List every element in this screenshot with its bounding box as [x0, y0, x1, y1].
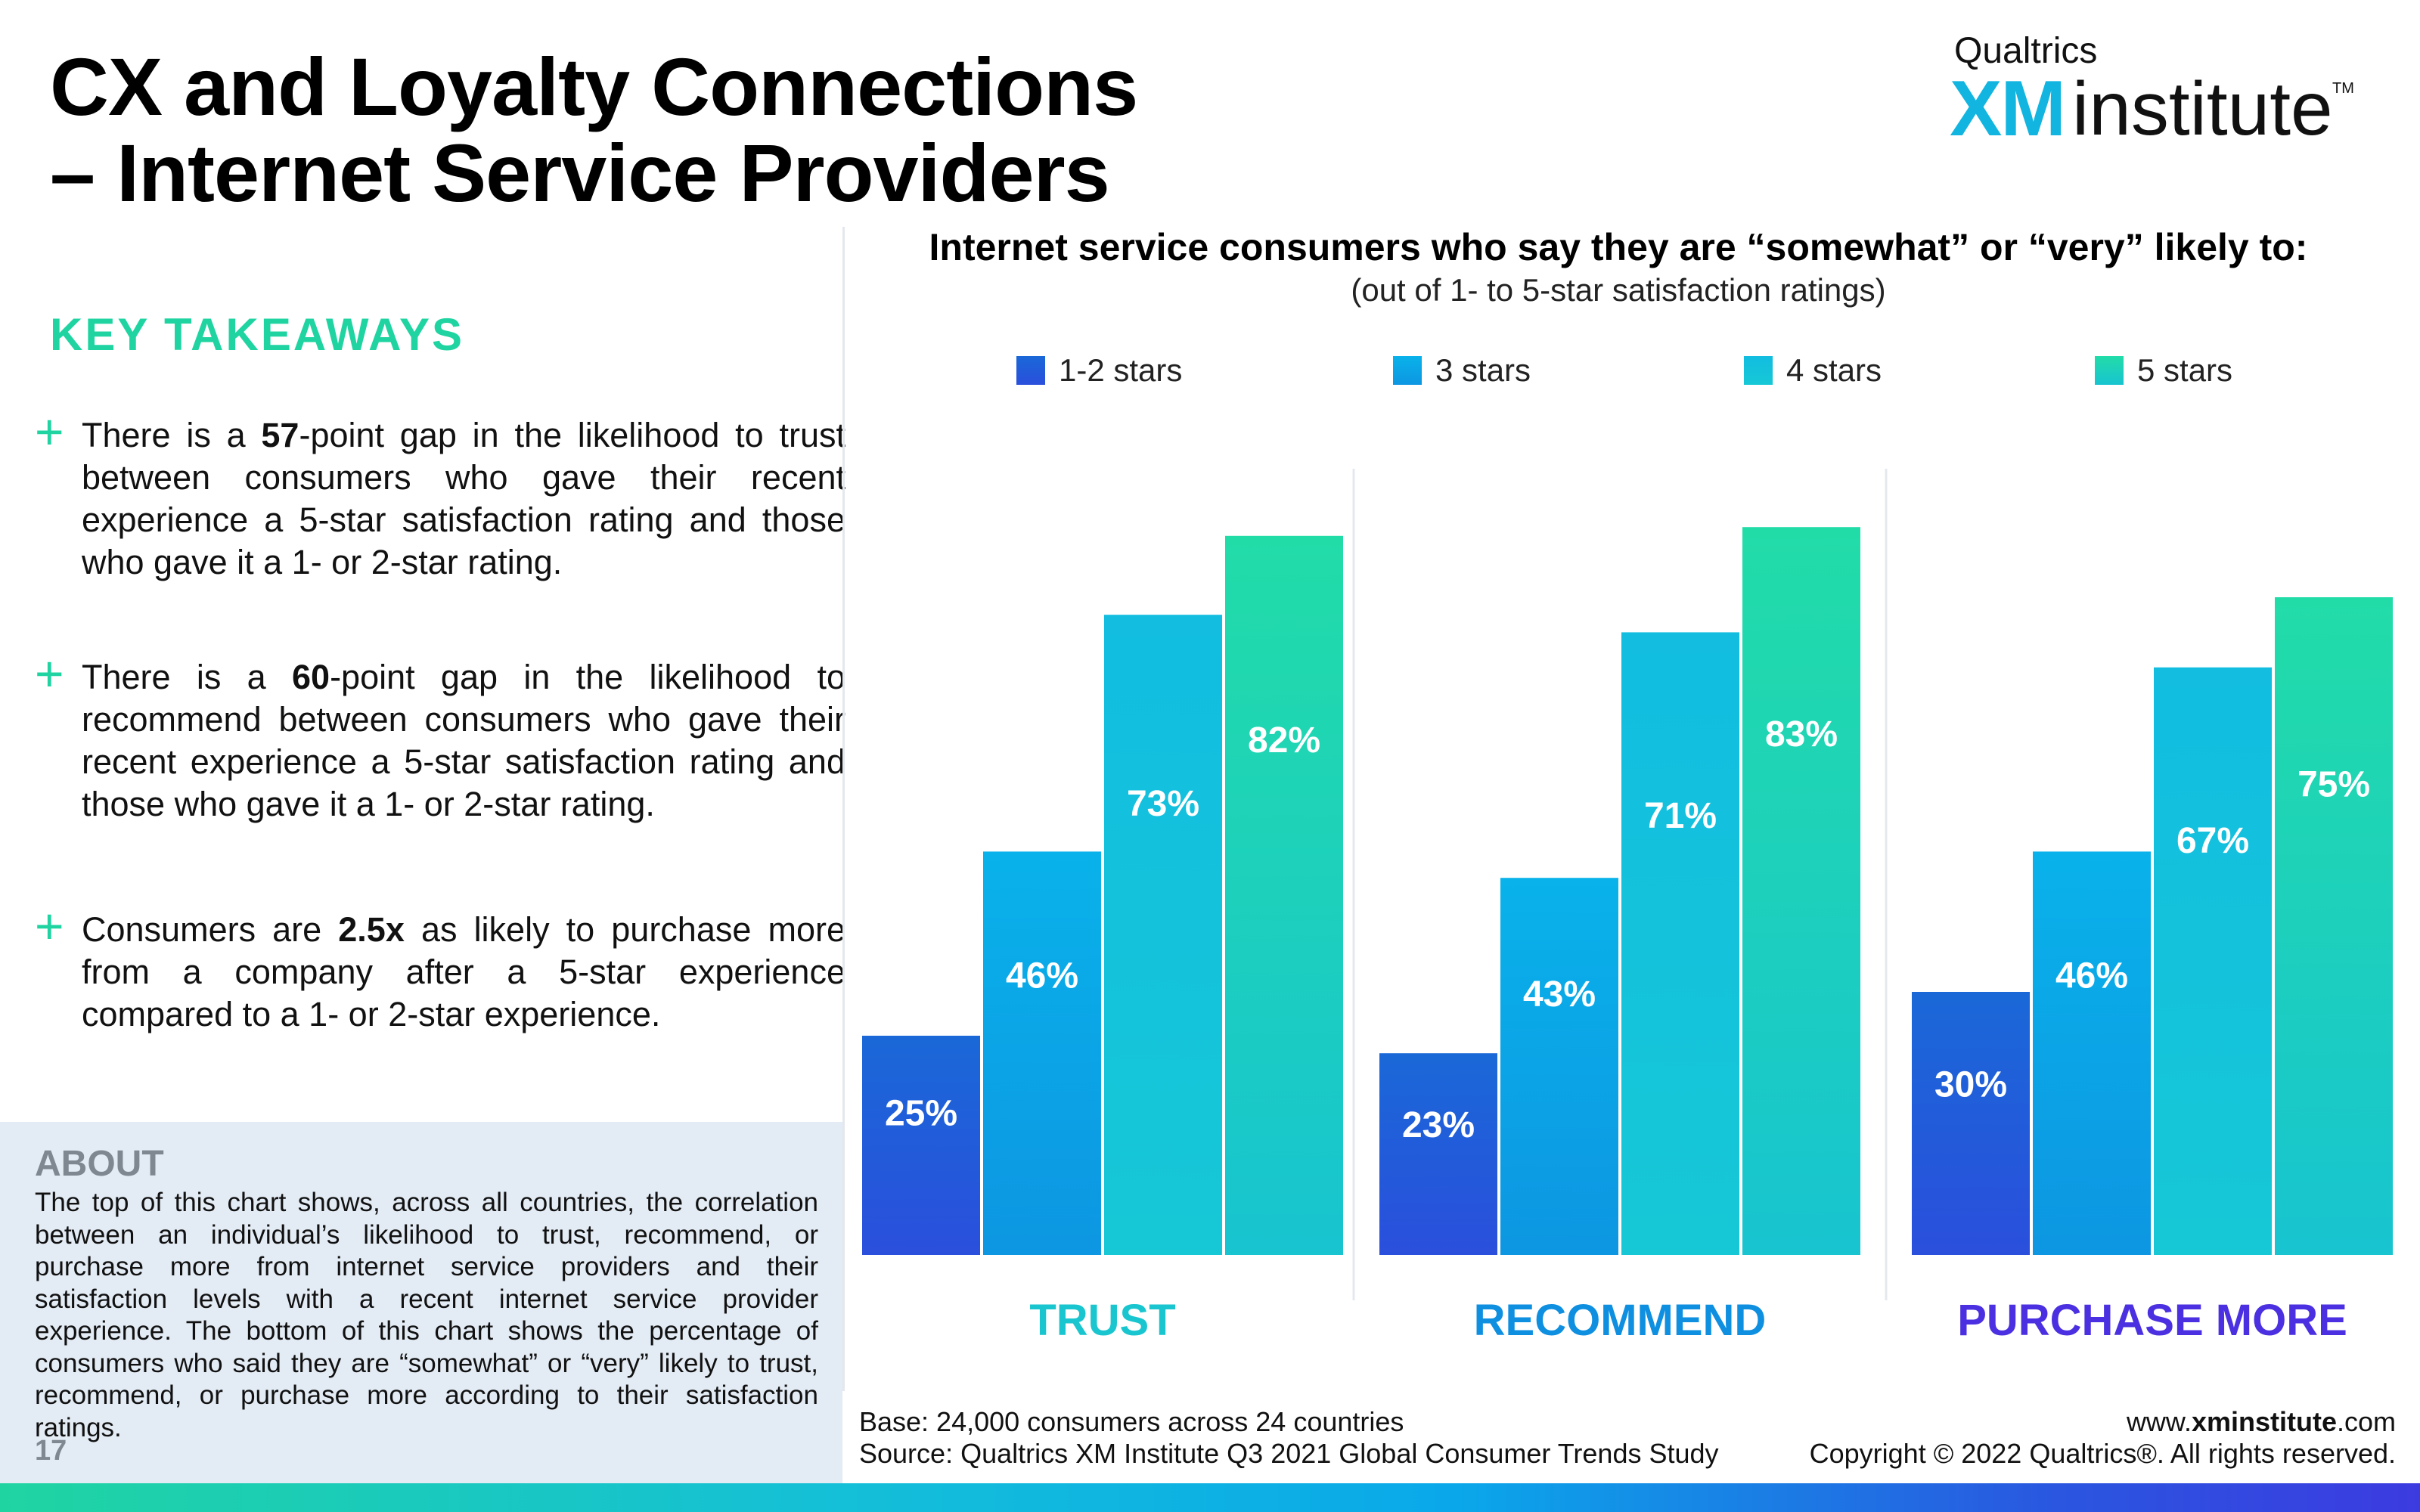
legend-label: 4 stars: [1786, 352, 1882, 388]
legend-swatch: [2095, 356, 2124, 385]
legend-label: 1-2 stars: [1059, 352, 1183, 388]
bar: [862, 1036, 980, 1255]
bar-value-label: 25%: [885, 1094, 957, 1134]
bar-value-label: 23%: [1402, 1105, 1475, 1145]
chart-subtitle: (out of 1- to 5-star satisfaction rating…: [1351, 272, 1886, 308]
bar-value-label: 30%: [1934, 1064, 2007, 1105]
about-heading: ABOUT: [35, 1144, 164, 1184]
chart-legend: 1-2 stars 3 stars 4 stars 5 stars: [0, 352, 2420, 398]
plus-icon: +: [35, 898, 64, 954]
legend-item: 5 stars: [2095, 352, 2232, 389]
legend-swatch: [1744, 356, 1773, 385]
bar-value-label: 83%: [1765, 714, 1838, 754]
bar-value-label: 67%: [2176, 821, 2249, 861]
bar-value-label: 82%: [1248, 720, 1320, 761]
xm-institute-logo: Qualtrics XM institute TM: [1938, 30, 2361, 151]
plus-icon: +: [35, 404, 64, 460]
bar: [1742, 527, 1860, 1255]
bar: [983, 851, 1101, 1255]
bar-value-label: 73%: [1127, 784, 1199, 824]
logo-xm-text: XM: [1950, 65, 2066, 153]
bar: [1104, 615, 1222, 1255]
source-note: Source: Qualtrics XM Institute Q3 2021 G…: [859, 1438, 1719, 1469]
takeaway-item: + There is a 57-point gap in the likelih…: [33, 407, 845, 584]
takeaway-text-bold: 57: [261, 416, 299, 454]
legend-label: 3 stars: [1435, 352, 1531, 388]
key-takeaways-heading: KEY TAKEAWAYS: [50, 309, 465, 360]
category-label: TRUST: [1029, 1296, 1175, 1345]
takeaway-item: + Consumers are 2.5x as likely to purcha…: [33, 901, 845, 1036]
page-number: 17: [35, 1435, 67, 1467]
logo-trademark: TM: [2332, 80, 2354, 97]
category-label: RECOMMEND: [1474, 1296, 1767, 1345]
takeaway-text-pre: Consumers are: [82, 910, 339, 949]
bar-value-label: 46%: [1006, 956, 1078, 996]
chart-footnote: Base: 24,000 consumers across 24 countri…: [859, 1406, 1719, 1470]
bar: [1379, 1053, 1497, 1255]
column-divider: [842, 227, 845, 1391]
takeaway-text-bold: 2.5x: [338, 910, 405, 949]
legend-swatch: [1016, 356, 1045, 385]
bar: [1621, 632, 1739, 1255]
plus-icon: +: [35, 646, 64, 702]
takeaway-text-post: -point gap in the likelihood to recommen…: [82, 658, 845, 823]
legend-item: 1-2 stars: [1016, 352, 1182, 389]
base-note: Base: 24,000 consumers across 24 countri…: [859, 1406, 1404, 1437]
takeaway-text-post: -point gap in the likelihood to trust be…: [82, 416, 845, 581]
bar: [2154, 667, 2272, 1255]
copyright-block: www.xminstitute.com Copyright © 2022 Qua…: [1810, 1406, 2396, 1470]
takeaway-item: + There is a 60-point gap in the likelih…: [33, 649, 845, 826]
bottom-gradient-bar: [0, 1483, 2420, 1512]
takeaway-text-post: as likely to purchase more from a compan…: [82, 910, 845, 1033]
legend-swatch: [1393, 356, 1422, 385]
website-link[interactable]: www.xminstitute.com: [2126, 1406, 2396, 1437]
bar: [2275, 597, 2393, 1255]
bar: [1225, 535, 1343, 1255]
logo-institute-text: institute: [2072, 67, 2333, 151]
takeaway-text-pre: There is a: [82, 658, 292, 696]
logo-qualtrics-text: Qualtrics: [1954, 31, 2098, 71]
title-line-2: – Internet Service Providers: [50, 127, 1110, 218]
category-label: PURCHASE MORE: [1957, 1296, 2347, 1345]
bar: [1912, 992, 2030, 1255]
bar: [1500, 878, 1618, 1255]
legend-item: 3 stars: [1393, 352, 1531, 389]
takeaway-text-pre: There is a: [82, 416, 262, 454]
takeaway-text-bold: 60: [292, 658, 330, 696]
bar-value-label: 71%: [1644, 796, 1717, 836]
about-text: The top of this chart shows, across all …: [35, 1188, 818, 1442]
bar-value-label: 46%: [2055, 956, 2128, 996]
bar-value-label: 43%: [1523, 974, 1596, 1015]
about-panel: ABOUT The top of this chart shows, acros…: [0, 1122, 842, 1483]
chart-title: Internet service consumers who say they …: [929, 226, 2308, 268]
page-title: CX and Loyalty Connections – Internet Se…: [50, 44, 1184, 216]
legend-item: 4 stars: [1744, 352, 1882, 389]
copyright-text: Copyright © 2022 Qualtrics®. All rights …: [1809, 1438, 2396, 1469]
legend-label: 5 stars: [2137, 352, 2233, 388]
bar-value-label: 75%: [2297, 765, 2370, 805]
bar: [2033, 851, 2151, 1255]
title-line-1: CX and Loyalty Connections: [50, 41, 1138, 132]
